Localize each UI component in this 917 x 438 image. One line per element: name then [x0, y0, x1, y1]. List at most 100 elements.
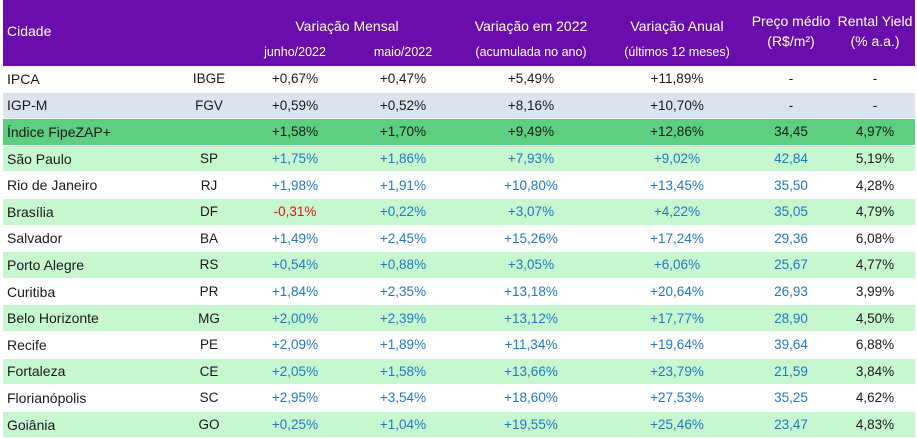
- cell-preco-medio: 25,67: [747, 251, 835, 279]
- cell-preco-medio: 21,59: [747, 358, 835, 386]
- cell-source: SC: [179, 384, 239, 412]
- cell-rental-yield: 4,79%: [835, 198, 915, 226]
- cell-preco-medio: 35,05: [747, 198, 835, 226]
- cell-source: [179, 118, 239, 146]
- cell-junho: +1,75%: [239, 145, 351, 173]
- cell-source: FGV: [179, 92, 239, 120]
- cell-name: Curitiba: [3, 278, 179, 306]
- table-row: IGP-M FGV +0,59% +0,52% +8,16% +10,70% - -: [3, 92, 915, 120]
- cell-preco-medio: 35,25: [747, 384, 835, 412]
- cell-variacao-2022: +9,49%: [455, 118, 607, 146]
- cell-source: PR: [179, 278, 239, 306]
- cell-maio: +1,86%: [351, 145, 455, 173]
- cell-source: GO: [179, 411, 239, 438]
- cell-variacao-anual: +13,45%: [607, 171, 747, 199]
- cell-source: DF: [179, 198, 239, 226]
- cell-maio: +0,47%: [351, 66, 455, 93]
- table-header: Cidade Variação Mensal Variação em 2022 …: [3, 0, 915, 66]
- header-variacao-2022: Variação em 2022: [455, 0, 607, 38]
- cell-maio: +0,52%: [351, 92, 455, 120]
- table-row: Fortaleza CE +2,05% +1,58% +13,66% +23,79% 21,…: [3, 358, 915, 386]
- table-row: IPCA IBGE +0,67% +0,47% +5,49% +11,89% - -: [3, 66, 915, 93]
- cell-rental-yield: 4,28%: [835, 171, 915, 199]
- cell-name: IGP-M: [3, 92, 179, 120]
- cell-preco-medio: -: [747, 92, 835, 120]
- header-variacao-anual: Variação Anual: [607, 0, 747, 38]
- cell-variacao-anual: +11,89%: [607, 66, 747, 93]
- cell-rental-yield: 4,50%: [835, 304, 915, 332]
- cell-name: IPCA: [3, 66, 179, 93]
- header-maio: maio/2022: [351, 38, 455, 66]
- cell-name: São Paulo: [3, 145, 179, 173]
- cell-junho: +1,58%: [239, 118, 351, 146]
- cell-source: BA: [179, 225, 239, 253]
- cell-rental-yield: 6,08%: [835, 225, 915, 253]
- cell-name: Goiânia: [3, 411, 179, 438]
- cell-junho: +0,67%: [239, 66, 351, 93]
- cell-variacao-2022: +13,66%: [455, 358, 607, 386]
- table-row: Salvador BA +1,49% +2,45% +15,26% +17,24% 29,3…: [3, 225, 915, 253]
- cell-variacao-2022: +15,26%: [455, 225, 607, 253]
- cell-maio: +1,91%: [351, 171, 455, 199]
- cell-preco-medio: 28,90: [747, 304, 835, 332]
- cell-junho: +1,98%: [239, 171, 351, 199]
- table-row: Rio de Janeiro RJ +1,98% +1,91% +10,80% +13,4…: [3, 171, 915, 199]
- cell-variacao-anual: +19,64%: [607, 331, 747, 359]
- cell-source: RJ: [179, 171, 239, 199]
- cell-variacao-2022: +8,16%: [455, 92, 607, 120]
- cell-maio: +1,58%: [351, 358, 455, 386]
- cell-variacao-anual: +12,86%: [607, 118, 747, 146]
- cell-variacao-2022: +7,93%: [455, 145, 607, 173]
- cell-variacao-anual: +4,22%: [607, 198, 747, 226]
- cell-junho: +0,59%: [239, 92, 351, 120]
- cell-junho: +2,00%: [239, 304, 351, 332]
- cell-rental-yield: 5,19%: [835, 145, 915, 173]
- cell-junho: +2,05%: [239, 358, 351, 386]
- cell-maio: +2,45%: [351, 225, 455, 253]
- cell-variacao-anual: +20,64%: [607, 278, 747, 306]
- cell-source: CE: [179, 358, 239, 386]
- cell-variacao-2022: +11,34%: [455, 331, 607, 359]
- cell-rental-yield: -: [835, 66, 915, 93]
- header-cidade: Cidade: [3, 0, 239, 66]
- cell-variacao-2022: +19,55%: [455, 411, 607, 438]
- cell-junho: -0,31%: [239, 198, 351, 226]
- cell-rental-yield: 4,83%: [835, 411, 915, 438]
- cell-maio: +1,89%: [351, 331, 455, 359]
- fipezap-table: Cidade Variação Mensal Variação em 2022 …: [3, 0, 915, 438]
- header-junho: junho/2022: [239, 38, 351, 66]
- cell-preco-medio: 39,64: [747, 331, 835, 359]
- cell-variacao-anual: +17,77%: [607, 304, 747, 332]
- table-row: Porto Alegre RS +0,54% +0,88% +3,05% +6,06% 25…: [3, 251, 915, 279]
- cell-variacao-2022: +5,49%: [455, 66, 607, 93]
- cell-variacao-anual: +6,06%: [607, 251, 747, 279]
- table-body: IPCA IBGE +0,67% +0,47% +5,49% +11,89% - - IGP-M…: [3, 66, 915, 438]
- header-variacao-anual-sub: (últimos 12 meses): [607, 38, 747, 66]
- header-rental-yield-sub: (% a.a.): [850, 33, 900, 49]
- cell-junho: +2,95%: [239, 384, 351, 412]
- cell-variacao-anual: +9,02%: [607, 145, 747, 173]
- table-row: Recife PE +2,09% +1,89% +11,34% +19,64% 39,64 6…: [3, 331, 915, 359]
- cell-name: Belo Horizonte: [3, 304, 179, 332]
- header-preco-medio-sub: (R$/m²): [767, 33, 815, 49]
- cell-preco-medio: -: [747, 66, 835, 93]
- cell-source: IBGE: [179, 66, 239, 93]
- table-row: Brasília DF -0,31% +0,22% +3,07% +4,22% 35,05 4…: [3, 198, 915, 226]
- cell-maio: +0,22%: [351, 198, 455, 226]
- cell-variacao-anual: +10,70%: [607, 92, 747, 120]
- table-row: São Paulo SP +1,75% +1,86% +7,93% +9,02% 42,84…: [3, 145, 915, 173]
- cell-source: PE: [179, 331, 239, 359]
- cell-preco-medio: 23,47: [747, 411, 835, 438]
- cell-name: Índice FipeZAP+: [3, 118, 179, 146]
- table-row: Goiânia GO +0,25% +1,04% +19,55% +25,46% 23,47…: [3, 411, 915, 438]
- cell-name: Fortaleza: [3, 358, 179, 386]
- table-row: Índice FipeZAP+ +1,58% +1,70% +9,49% +12,86%…: [3, 118, 915, 146]
- cell-variacao-2022: +3,07%: [455, 198, 607, 226]
- cell-rental-yield: 3,84%: [835, 358, 915, 386]
- cell-variacao-2022: +3,05%: [455, 251, 607, 279]
- cell-rental-yield: -: [835, 92, 915, 120]
- cell-preco-medio: 42,84: [747, 145, 835, 173]
- header-variacao-2022-sub: (acumulada no ano): [455, 38, 607, 66]
- cell-rental-yield: 4,97%: [835, 118, 915, 146]
- cell-rental-yield: 4,77%: [835, 251, 915, 279]
